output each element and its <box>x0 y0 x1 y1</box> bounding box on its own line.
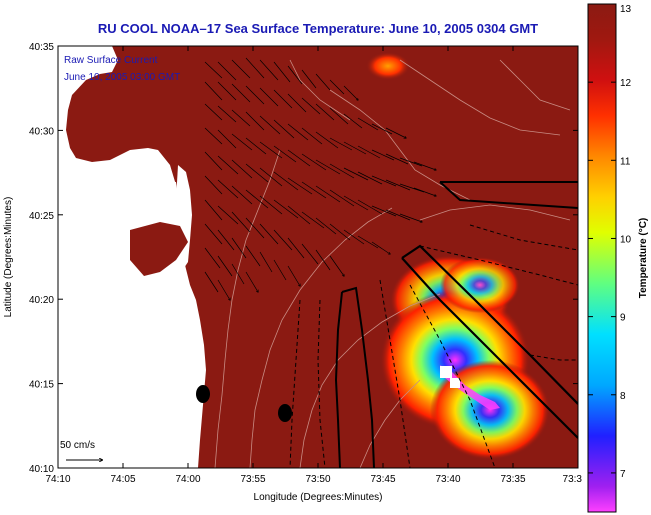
station-marker-2 <box>278 404 292 422</box>
x-tick-label: 73:45 <box>370 474 395 485</box>
y-tick-label: 40:10 <box>29 464 54 475</box>
colorbar-tick-label: 10 <box>620 234 632 245</box>
y-tick-label: 40:30 <box>29 126 54 137</box>
x-tick-label: 74:05 <box>110 474 135 485</box>
colorbar-tick-label: 9 <box>620 313 626 324</box>
land-notch <box>130 222 188 276</box>
overlay-label-line1: Raw Surface Current <box>64 55 158 66</box>
x-tick-label: 73:50 <box>305 474 330 485</box>
y-axis-label: Latitude (Degrees:Minutes) <box>3 197 14 318</box>
y-tick-label: 40:20 <box>29 295 54 306</box>
x-tick-label: 74:00 <box>175 474 200 485</box>
colorbar <box>587 3 617 513</box>
colorbar-tick-label: 11 <box>620 156 631 167</box>
land-upper <box>58 46 112 100</box>
x-axis-label: Longitude (Degrees:Minutes) <box>254 492 383 503</box>
surface-current-vectors <box>204 57 436 300</box>
plot-area <box>58 46 578 468</box>
land-strip <box>162 180 180 214</box>
x-tick-label: 74:10 <box>45 474 70 485</box>
colorbar-tick-label: 13 <box>620 4 632 15</box>
coverage-boundaries <box>289 181 578 468</box>
y-tick-label: 40:25 <box>29 211 54 222</box>
chart-title: RU COOL NOAA–17 Sea Surface Temperature:… <box>98 21 538 36</box>
x-tick-label: 73:3 <box>563 474 583 485</box>
colorbar-ticks: 13 12 11 10 9 8 7 <box>588 3 632 480</box>
y-tick-label: 40:15 <box>29 380 54 391</box>
scale-label: 50 cm/s <box>60 440 95 451</box>
y-tick-label: 40:35 <box>29 42 54 53</box>
x-axis: 74:10 74:05 74:00 73:55 73:50 73:45 73:40 73:35… <box>45 46 582 485</box>
colorbar-tick-label: 7 <box>620 469 626 480</box>
x-tick-label: 73:40 <box>435 474 460 485</box>
x-tick-label: 73:35 <box>500 474 525 485</box>
x-tick-label: 73:55 <box>240 474 265 485</box>
colorbar-tick-label: 8 <box>620 391 626 402</box>
overlay-label-line2: June 10, 2005 03:00 GMT <box>64 72 180 83</box>
station-marker-1 <box>196 385 210 403</box>
bathymetry-contours <box>214 59 571 468</box>
colorbar-tick-label: 12 <box>620 78 632 89</box>
colorbar-label: Temperature (°C) <box>638 218 649 299</box>
warm-patch-north <box>366 52 410 80</box>
y-axis: 40:35 40:30 40:25 40:20 40:15 40:10 <box>29 42 578 475</box>
